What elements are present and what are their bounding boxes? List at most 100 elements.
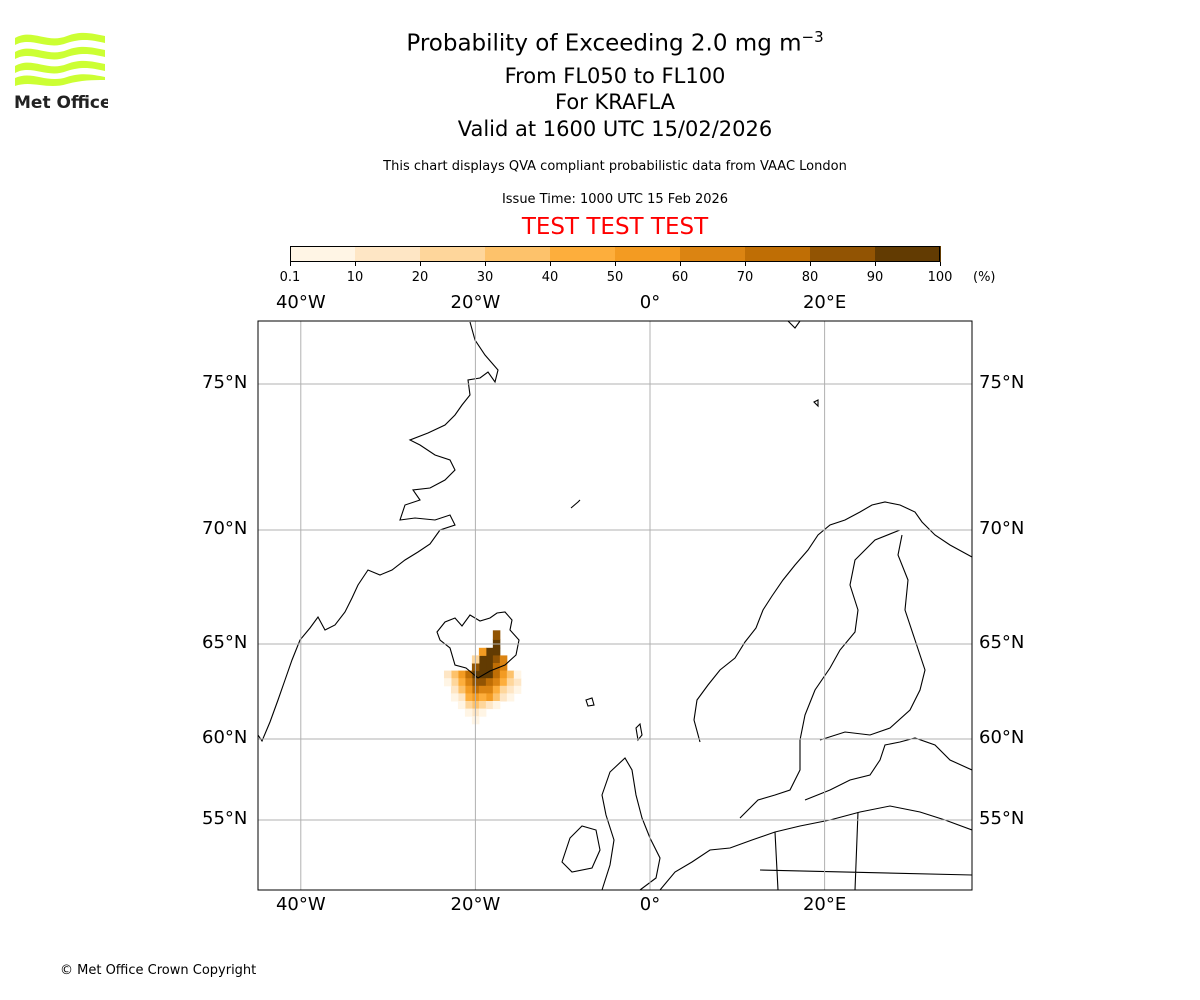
probability-cell [499,670,508,679]
probability-cell [464,670,473,679]
colorbar-tick-label: 100 [927,270,953,285]
lat-label-right: 75°N [979,372,1025,393]
probability-cell [464,708,473,717]
probability-cell [485,655,494,664]
colorbar-tick-mark [485,262,486,266]
probability-cell [478,685,487,694]
colorbar-frame [290,246,940,262]
probability-cell [478,663,487,672]
probability-cell [492,678,501,687]
colorbar-segment [550,246,616,262]
probability-cell [492,630,501,640]
lon-label-bottom: 40°W [275,894,326,915]
probability-cell [450,693,459,702]
probability-cell [492,663,501,672]
finland-coast [819,534,926,741]
probability-cell [492,685,501,694]
iceland-coast [436,611,520,679]
level-range: From FL050 to FL100 [504,64,726,88]
probability-cell [492,693,501,702]
lon-label-top: 0° [639,292,661,313]
probability-cell [499,693,508,702]
copyright: © Met Office Crown Copyright [60,963,257,978]
probability-cell [464,701,473,710]
lat-label-left: 75°N [202,372,248,393]
probability-cell [513,670,522,679]
lon-label-bottom: 0° [639,894,661,915]
map-frame [257,320,973,891]
lon-label-top: 20°E [802,292,847,313]
probability-cell [513,685,522,694]
probability-cell [492,701,501,710]
bear-island [813,399,819,408]
lat-label-right: 70°N [979,518,1025,539]
colorbar-unit: (%) [973,270,996,285]
probability-cell [499,685,508,694]
colorbar-segment [745,246,811,262]
colorbar-tick-mark [615,262,616,266]
europe-coast [659,805,972,890]
baltic-coast [804,737,972,801]
shetland [635,722,643,742]
probability-cell [464,678,473,687]
probability-cell [450,685,459,694]
colorbar-tick-label: 50 [606,270,624,285]
probability-cell [485,663,494,672]
probability-cell [457,678,466,687]
lat-label-right: 60°N [979,727,1025,748]
colorbar-tick-mark [745,262,746,266]
colorbar-tick-mark [550,262,551,266]
colorbar-tick-label: 20 [411,270,429,285]
colorbar-tick-mark [355,262,356,266]
lat-label-right: 55°N [979,808,1025,829]
lon-label-top: 40°W [275,292,326,313]
probability-cell [443,678,452,687]
probability-cell [492,647,501,656]
probability-cell [485,678,494,687]
lon-label-bottom: 20°W [450,894,501,915]
probability-cell [478,708,487,717]
lon-label-top: 20°W [450,292,501,313]
lat-label-left: 55°N [202,808,248,829]
colorbar-tick-mark [940,262,941,266]
probability-cell [478,693,487,702]
probability-cell [464,685,473,694]
lat-label-left: 70°N [202,518,248,539]
probability-cell [485,693,494,702]
colorbar-segment [680,246,746,262]
colorbar-tick-mark [810,262,811,266]
lat-label-left: 65°N [202,632,248,653]
probability-cell [506,670,515,679]
probability-cell [506,693,515,702]
probability-cell [506,685,515,694]
probability-cell [478,647,487,656]
colorbar-segment [420,246,486,262]
data-note: This chart displays QVA compliant probab… [383,159,847,174]
colorbar-tick-label: 60 [671,270,689,285]
colorbar-tick-label: 70 [736,270,754,285]
coastlines [258,321,972,890]
probability-cell [506,678,515,687]
colorbar-segment [485,246,551,262]
probability-cell [478,670,487,679]
scandinavia-coast [693,501,972,743]
probability-cell [485,670,494,679]
probability-cell [485,701,494,710]
graticule [258,321,972,890]
probability-cell [443,670,452,679]
svalbard-coast [787,321,801,329]
sweden-border [739,529,901,819]
colorbar-segment [615,246,681,262]
probability-cell [485,685,494,694]
colorbar-segment [290,246,356,262]
ireland-coast [561,825,601,873]
probability-cell [499,663,508,672]
probability-cell [457,693,466,702]
jan-mayen [570,499,581,509]
colorbar-tick-label: 10 [346,270,364,285]
colorbar-tick-mark [290,262,291,266]
colorbar-tick-mark [420,262,421,266]
test-banner: TEST TEST TEST [521,214,709,240]
probability-cell [485,647,494,656]
